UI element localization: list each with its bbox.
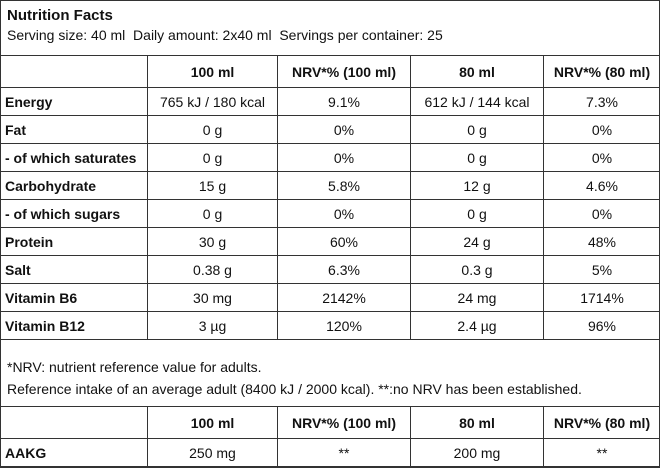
cell: 612 kJ / 144 kcal bbox=[410, 87, 544, 116]
cell: 0% bbox=[543, 115, 659, 144]
cell: 5% bbox=[543, 255, 659, 284]
cell: 0.38 g bbox=[147, 255, 278, 284]
cell: 15 g bbox=[147, 171, 278, 200]
header-cell: 80 ml bbox=[410, 55, 544, 88]
table-row: Vitamin B6 30 mg 2142% 24 mg 1714% bbox=[1, 283, 659, 312]
header-cell: NRV*% (100 ml) bbox=[277, 406, 411, 439]
cell: 0 g bbox=[410, 199, 544, 228]
header-cell: 80 ml bbox=[410, 406, 544, 439]
table-row: Carbohydrate 15 g 5.8% 12 g 4.6% bbox=[1, 171, 659, 200]
row-label: Vitamin B6 bbox=[1, 283, 148, 312]
cell: 0 g bbox=[410, 143, 544, 172]
header-cell bbox=[1, 55, 148, 88]
header-cell: 100 ml bbox=[147, 406, 278, 439]
cell: 4.6% bbox=[543, 171, 659, 200]
header-cell: 100 ml bbox=[147, 55, 278, 88]
serving-info: Serving size: 40 ml Daily amount: 2x40 m… bbox=[7, 27, 443, 43]
table-row: AAKG 250 mg ** 200 mg ** bbox=[1, 438, 659, 467]
header-cell: NRV*% (80 ml) bbox=[543, 406, 659, 439]
cell: 2.4 µg bbox=[410, 311, 544, 340]
table-row: Salt 0.38 g 6.3% 0.3 g 5% bbox=[1, 255, 659, 284]
header-row: 100 ml NRV*% (100 ml) 80 ml NRV*% (80 ml) bbox=[1, 406, 659, 439]
aakg-table: 100 ml NRV*% (100 ml) 80 ml NRV*% (80 ml) AA… bbox=[1, 406, 659, 467]
cell: 30 mg bbox=[147, 283, 278, 312]
row-label: Salt bbox=[1, 255, 148, 284]
header-row: 100 ml NRV*% (100 ml) 80 ml NRV*% (80 ml) bbox=[1, 55, 659, 88]
cell: 12 g bbox=[410, 171, 544, 200]
cell: 0 g bbox=[147, 115, 278, 144]
cell: 0% bbox=[277, 115, 411, 144]
cell: 7.3% bbox=[543, 87, 659, 116]
table-row: Energy 765 kJ / 180 kcal 9.1% 612 kJ / 144 … bbox=[1, 87, 659, 116]
nutrition-table: 100 ml NRV*% (100 ml) 80 ml NRV*% (80 ml) En… bbox=[1, 55, 659, 340]
table-row: Vitamin B12 3 µg 120% 2.4 µg 96% bbox=[1, 311, 659, 340]
table-row: Protein 30 g 60% 24 g 48% bbox=[1, 227, 659, 256]
cell: ** bbox=[543, 438, 659, 467]
table-row: - of which saturates 0 g 0% 0 g 0% bbox=[1, 143, 659, 172]
cell: 0% bbox=[277, 143, 411, 172]
header-cell bbox=[1, 406, 148, 439]
cell: ** bbox=[277, 438, 411, 467]
cell: 250 mg bbox=[147, 438, 278, 467]
cell: 48% bbox=[543, 227, 659, 256]
header-cell: NRV*% (80 ml) bbox=[543, 55, 659, 88]
row-label: - of which sugars bbox=[1, 199, 148, 228]
cell: 0 g bbox=[410, 115, 544, 144]
cell: 24 mg bbox=[410, 283, 544, 312]
row-label: AAKG bbox=[1, 438, 148, 467]
cell: 96% bbox=[543, 311, 659, 340]
cell: 0% bbox=[543, 143, 659, 172]
footnote: *NRV: nutrient reference value for adult… bbox=[7, 359, 262, 375]
row-label: Carbohydrate bbox=[1, 171, 148, 200]
row-label: Protein bbox=[1, 227, 148, 256]
cell: 9.1% bbox=[277, 87, 411, 116]
cell: 6.3% bbox=[277, 255, 411, 284]
cell: 0 g bbox=[147, 143, 278, 172]
cell: 1714% bbox=[543, 283, 659, 312]
footnote: Reference intake of an average adult (84… bbox=[7, 381, 582, 397]
cell: 24 g bbox=[410, 227, 544, 256]
cell: 60% bbox=[277, 227, 411, 256]
row-label: Energy bbox=[1, 87, 148, 116]
row-label: Fat bbox=[1, 115, 148, 144]
cell: 120% bbox=[277, 311, 411, 340]
header-cell: NRV*% (100 ml) bbox=[277, 55, 411, 88]
cell: 2142% bbox=[277, 283, 411, 312]
cell: 0.3 g bbox=[410, 255, 544, 284]
table-row: Fat 0 g 0% 0 g 0% bbox=[1, 115, 659, 144]
cell: 0 g bbox=[147, 199, 278, 228]
title: Nutrition Facts bbox=[7, 7, 113, 24]
row-label: Vitamin B12 bbox=[1, 311, 148, 340]
cell: 0% bbox=[543, 199, 659, 228]
cell: 200 mg bbox=[410, 438, 544, 467]
table-row: - of which sugars 0 g 0% 0 g 0% bbox=[1, 199, 659, 228]
row-label: - of which saturates bbox=[1, 143, 148, 172]
cell: 3 µg bbox=[147, 311, 278, 340]
cell: 5.8% bbox=[277, 171, 411, 200]
cell: 0% bbox=[277, 199, 411, 228]
cell: 765 kJ / 180 kcal bbox=[147, 87, 278, 116]
cell: 30 g bbox=[147, 227, 278, 256]
